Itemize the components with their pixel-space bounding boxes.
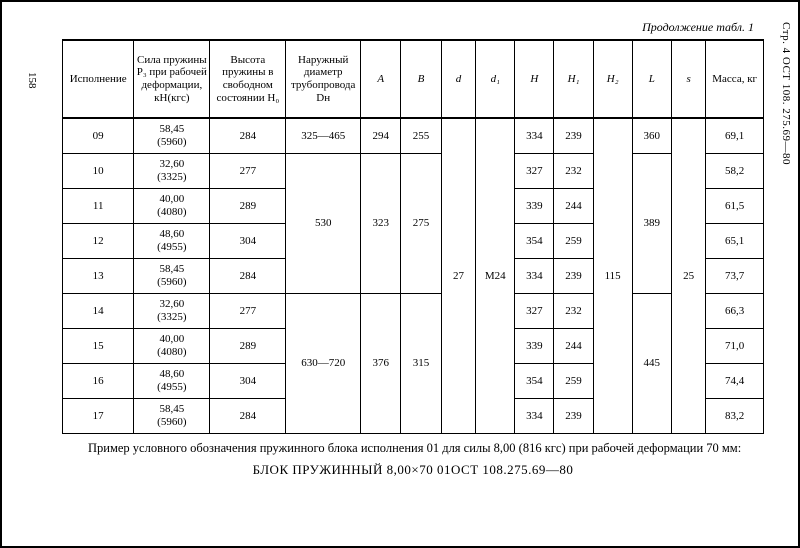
cell-b: 275 — [401, 154, 441, 294]
cell-mass: 83,2 — [706, 399, 764, 434]
cell-mass: 66,3 — [706, 294, 764, 329]
cell-force: 40,00 (4080) — [134, 189, 210, 224]
cell-h0: 284 — [210, 118, 286, 154]
col-b: B — [401, 40, 441, 118]
cell-h: 354 — [515, 224, 554, 259]
cell-d: 27 — [441, 118, 476, 434]
cell-isp: 15 — [63, 329, 134, 364]
cell-h0: 277 — [210, 154, 286, 189]
cell-force: 40,00 (4080) — [134, 329, 210, 364]
cell-h2: 115 — [593, 118, 632, 434]
cell-b: 315 — [401, 294, 441, 434]
col-mass: Масса, кг — [706, 40, 764, 118]
cell-h0: 289 — [210, 329, 286, 364]
page: Стр. 4 ОСТ 108. 275.69—80 158 Продолжени… — [0, 0, 800, 548]
cell-h0: 304 — [210, 364, 286, 399]
cell-h1: 259 — [554, 364, 593, 399]
cell-force: 48,60 (4955) — [134, 364, 210, 399]
col-l: L — [632, 40, 671, 118]
cell-force: 58,45 (5960) — [134, 399, 210, 434]
col-a: A — [361, 40, 401, 118]
table-row: 09 58,45 (5960) 284 325—465 294 255 27 M… — [63, 118, 764, 154]
cell-isp: 14 — [63, 294, 134, 329]
cell-h1: 239 — [554, 118, 593, 154]
cell-isp: 11 — [63, 189, 134, 224]
col-s: s — [671, 40, 706, 118]
cell-h: 334 — [515, 259, 554, 294]
col-h0: Высота пружины в свободном состоянии H₀ — [210, 40, 286, 118]
cell-isp: 09 — [63, 118, 134, 154]
cell-h: 354 — [515, 364, 554, 399]
spring-block-table: Исполнение Сила пружины P₃ при рабочей д… — [62, 39, 764, 434]
cell-isp: 16 — [63, 364, 134, 399]
cell-h: 339 — [515, 329, 554, 364]
table-header-row: Исполнение Сила пружины P₃ при рабочей д… — [63, 40, 764, 118]
cell-dn: 630—720 — [286, 294, 361, 434]
cell-a: 376 — [361, 294, 401, 434]
col-d: d — [441, 40, 476, 118]
cell-h: 334 — [515, 399, 554, 434]
cell-mass: 61,5 — [706, 189, 764, 224]
cell-h0: 277 — [210, 294, 286, 329]
cell-h0: 289 — [210, 189, 286, 224]
cell-h1: 259 — [554, 224, 593, 259]
cell-mass: 69,1 — [706, 118, 764, 154]
cell-h1: 239 — [554, 399, 593, 434]
table-row: 14 32,60 (3325) 277 630—720 376 315 327 … — [63, 294, 764, 329]
cell-mass: 65,1 — [706, 224, 764, 259]
continuation-label: Продолжение табл. 1 — [62, 20, 754, 35]
cell-h1: 232 — [554, 154, 593, 189]
cell-isp: 17 — [63, 399, 134, 434]
col-h2: H₂ — [593, 40, 632, 118]
cell-l: 360 — [632, 118, 671, 154]
doc-reference: Стр. 4 ОСТ 108. 275.69—80 — [780, 22, 792, 165]
cell-mass: 73,7 — [706, 259, 764, 294]
cell-h1: 239 — [554, 259, 593, 294]
col-h: H — [515, 40, 554, 118]
cell-h0: 284 — [210, 259, 286, 294]
cell-force: 32,60 (3325) — [134, 154, 210, 189]
col-ispolnenie: Исполнение — [63, 40, 134, 118]
cell-dn: 530 — [286, 154, 361, 294]
designation-title: БЛОК ПРУЖИННЫЙ 8,00×70 01ОСТ 108.275.69—… — [62, 462, 764, 478]
cell-d1: M24 — [476, 118, 515, 434]
cell-h: 327 — [515, 294, 554, 329]
cell-h: 334 — [515, 118, 554, 154]
table-row: 10 32,60 (3325) 277 530 323 275 327 232 … — [63, 154, 764, 189]
cell-force: 58,45 (5960) — [134, 118, 210, 154]
cell-l: 445 — [632, 294, 671, 434]
cell-isp: 12 — [63, 224, 134, 259]
cell-force: 32,60 (3325) — [134, 294, 210, 329]
cell-a: 294 — [361, 118, 401, 154]
cell-a: 323 — [361, 154, 401, 294]
cell-h0: 304 — [210, 224, 286, 259]
cell-h: 327 — [515, 154, 554, 189]
cell-mass: 74,4 — [706, 364, 764, 399]
cell-isp: 10 — [63, 154, 134, 189]
cell-h: 339 — [515, 189, 554, 224]
cell-h0: 284 — [210, 399, 286, 434]
side-page-number: 158 — [26, 72, 38, 89]
cell-l: 389 — [632, 154, 671, 294]
cell-force: 48,60 (4955) — [134, 224, 210, 259]
cell-force: 58,45 (5960) — [134, 259, 210, 294]
cell-b: 255 — [401, 118, 441, 154]
example-note: Пример условного обозначения пружинного … — [62, 440, 764, 456]
cell-mass: 58,2 — [706, 154, 764, 189]
cell-h1: 232 — [554, 294, 593, 329]
col-d1: d₁ — [476, 40, 515, 118]
cell-h1: 244 — [554, 329, 593, 364]
col-dn: Наружный диаметр трубопровода Dн — [286, 40, 361, 118]
cell-dn: 325—465 — [286, 118, 361, 154]
cell-isp: 13 — [63, 259, 134, 294]
col-force: Сила пружины P₃ при рабочей деформации, … — [134, 40, 210, 118]
col-h1: H₁ — [554, 40, 593, 118]
cell-mass: 71,0 — [706, 329, 764, 364]
cell-h1: 244 — [554, 189, 593, 224]
cell-s: 25 — [671, 118, 706, 434]
